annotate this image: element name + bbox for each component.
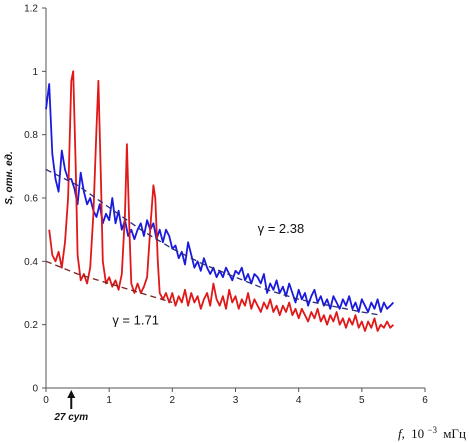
x-tick-label: 6 — [422, 395, 428, 406]
x-tick-label: 0 — [43, 395, 49, 406]
annotation-gamma-blue: γ = 2.38 — [258, 221, 305, 236]
x-tick-label: 4 — [296, 395, 302, 406]
series-line-1 — [48, 70, 395, 332]
trend-line-3 — [45, 260, 173, 304]
x-tick-label: 3 — [233, 395, 239, 406]
y-tick-label: 0.4 — [24, 257, 38, 268]
y-tick-label: 0 — [32, 384, 38, 395]
x-axis-label-prefix: f, — [398, 426, 405, 441]
y-axis-label: S, отн. ед. — [4, 151, 15, 204]
y-tick-label: 0.8 — [24, 130, 38, 141]
trend-line-2 — [45, 168, 381, 316]
axes: 0 1 2 3 4 5 6 0 0.2 0.4 0.6 0.8 1 1.2 — [24, 4, 428, 407]
y-tick-label: 0.2 — [24, 320, 38, 331]
y-tick-label: 1 — [32, 67, 38, 78]
series-layer — [45, 70, 395, 332]
x-axis-label-exponent: −3 — [427, 425, 437, 435]
annotation-gamma-red: γ = 1.71 — [112, 313, 159, 328]
x-tick-label: 2 — [170, 395, 176, 406]
marker-arrow-icon — [67, 390, 76, 409]
series-line-0 — [45, 83, 395, 313]
x-tick-label: 5 — [359, 395, 365, 406]
y-tick-label: 0.6 — [24, 194, 38, 205]
labels: S, отн. ед. f, 10 −3 мГц γ = 2.38 γ = 1.… — [4, 151, 466, 441]
x-axis-label-unit: мГц — [443, 426, 466, 441]
x-tick-label: 1 — [106, 395, 112, 406]
x-axis-label: f, 10 −3 мГц — [398, 421, 466, 441]
x-axis-label-base: 10 — [411, 426, 424, 441]
y-tick-label: 1.2 — [24, 4, 38, 15]
marker-label: 27 сут — [53, 412, 88, 423]
